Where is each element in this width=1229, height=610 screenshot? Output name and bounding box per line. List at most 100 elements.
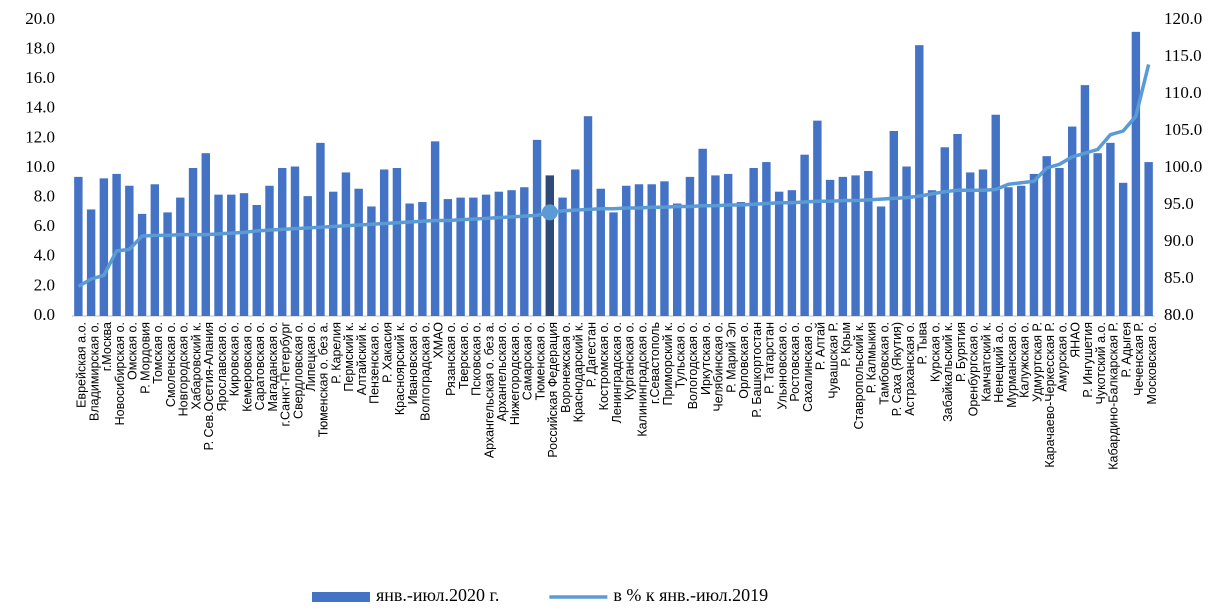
x-tick-label: Тульская о. bbox=[674, 322, 688, 388]
bar bbox=[532, 139, 542, 316]
bar bbox=[392, 168, 402, 316]
x-tick-label: Липецкая о. bbox=[304, 322, 318, 391]
x-tick-label: Новгородская о. bbox=[177, 322, 191, 416]
bar bbox=[723, 173, 733, 316]
bar bbox=[469, 197, 478, 316]
x-tick-label: Архангельская о. без а. bbox=[482, 322, 496, 458]
x-tick-label: Астраханская о. bbox=[903, 322, 917, 416]
bar bbox=[762, 162, 771, 316]
x-tick-label: Краснодарский к. bbox=[572, 322, 586, 422]
bar bbox=[430, 141, 440, 316]
bar bbox=[800, 154, 809, 316]
x-tick-label: Нижегородская о. bbox=[508, 322, 522, 425]
x-tick-label: Калининградская о. bbox=[635, 322, 649, 437]
bar bbox=[252, 205, 261, 316]
bar bbox=[698, 148, 707, 316]
bar bbox=[609, 212, 618, 316]
x-tick-label: ХМАО bbox=[431, 322, 445, 359]
bar bbox=[596, 188, 605, 316]
bar bbox=[1093, 153, 1102, 316]
bar bbox=[316, 142, 325, 316]
bar bbox=[685, 176, 695, 316]
x-tick-label: Тамбовская о. bbox=[877, 322, 891, 405]
x-tick-label: Еврейская а.о. bbox=[75, 322, 89, 408]
x-tick-label: Смоленская о. bbox=[164, 322, 178, 407]
bar bbox=[176, 197, 185, 316]
y-tick-label: 10.0 bbox=[25, 157, 55, 176]
bar bbox=[787, 190, 797, 316]
x-tick-label: Кабардино-Балкарская Р. bbox=[1107, 322, 1121, 470]
bar bbox=[978, 169, 988, 316]
y-tick-label: 4.0 bbox=[34, 246, 55, 265]
x-tick-label: Российская Федерация bbox=[546, 322, 560, 458]
bar bbox=[481, 194, 491, 316]
bar bbox=[825, 179, 835, 316]
x-tick-label: Пермский к. bbox=[342, 322, 356, 392]
bar bbox=[774, 191, 784, 316]
bar bbox=[214, 194, 223, 316]
bar bbox=[851, 175, 860, 316]
bar bbox=[864, 170, 873, 316]
bar bbox=[328, 191, 338, 316]
bar bbox=[265, 185, 274, 316]
x-tick-label: Р. Адыгея bbox=[1119, 322, 1133, 378]
x-tick-label: Владимирская о. bbox=[87, 322, 101, 421]
bar bbox=[379, 169, 389, 316]
bar bbox=[443, 199, 453, 316]
x-tick-label: Костромская о. bbox=[597, 322, 611, 410]
x-tick-label: Ненецкий а.о. bbox=[992, 322, 1006, 403]
x-tick-label: Вологодская о. bbox=[686, 322, 700, 409]
x-tick-label: ЯНАО bbox=[1068, 322, 1082, 358]
y-tick-label: 6.0 bbox=[34, 216, 55, 235]
x-tick-label: Чукотский а.о. bbox=[1094, 322, 1108, 404]
y-tick-label: 18.0 bbox=[25, 39, 55, 58]
x-tick-label: Р. Хакасия bbox=[380, 322, 394, 383]
x-tick-label: Пензенская о. bbox=[368, 322, 382, 404]
bar bbox=[188, 168, 198, 316]
bar bbox=[1131, 31, 1141, 317]
x-tick-label: Забайкальский к. bbox=[941, 322, 955, 422]
x-tick-label: Р. Крым bbox=[839, 322, 853, 367]
x-tick-label: Иркутская о. bbox=[699, 322, 713, 395]
bar bbox=[290, 166, 300, 316]
bar bbox=[150, 184, 160, 316]
bar bbox=[647, 184, 656, 316]
bar bbox=[953, 133, 962, 316]
y-tick-label: 12.0 bbox=[25, 127, 55, 146]
bar bbox=[927, 190, 937, 316]
bar bbox=[813, 120, 822, 316]
y2-tick-label: 115.0 bbox=[1164, 46, 1202, 65]
bar bbox=[991, 114, 1000, 316]
legend-label: янв.-июл.2020 г. bbox=[376, 585, 499, 605]
bar bbox=[915, 45, 924, 316]
y2-tick-label: 85.0 bbox=[1164, 268, 1194, 287]
bar bbox=[571, 169, 580, 316]
x-tick-label: Р. Бурятия bbox=[954, 322, 968, 382]
bar bbox=[622, 185, 631, 316]
bar bbox=[902, 166, 911, 316]
bar bbox=[239, 193, 249, 316]
x-tick-label: Ростовская о. bbox=[788, 322, 802, 402]
y2-tick-label: 80.0 bbox=[1164, 305, 1194, 324]
bar bbox=[354, 188, 363, 316]
x-tick-label: Курская о. bbox=[928, 322, 942, 382]
y-tick-label: 14.0 bbox=[25, 98, 55, 117]
x-tick-label: Сахалинская о. bbox=[801, 322, 815, 412]
x-tick-label: Кировская о. bbox=[228, 322, 242, 396]
y2-tick-label: 120.0 bbox=[1164, 9, 1202, 28]
x-tick-label: Удмуртская Р. bbox=[1030, 322, 1044, 402]
x-tick-label: Ивановская о. bbox=[406, 322, 420, 404]
x-tick-label: Кемеровская о. bbox=[240, 322, 254, 412]
bar bbox=[889, 131, 899, 316]
bar bbox=[303, 196, 312, 316]
bar bbox=[137, 213, 147, 316]
x-tick-label: Мурманская о. bbox=[1005, 322, 1019, 408]
bar bbox=[749, 168, 758, 316]
x-tick-label: Чеченская Р. bbox=[1132, 322, 1146, 396]
bar bbox=[583, 116, 593, 316]
bar bbox=[673, 203, 682, 316]
x-tick-label: Омская о. bbox=[126, 322, 140, 380]
y-tick-label: 0.0 bbox=[34, 305, 55, 324]
x-tick-label: Волгоградская о. bbox=[419, 322, 433, 421]
